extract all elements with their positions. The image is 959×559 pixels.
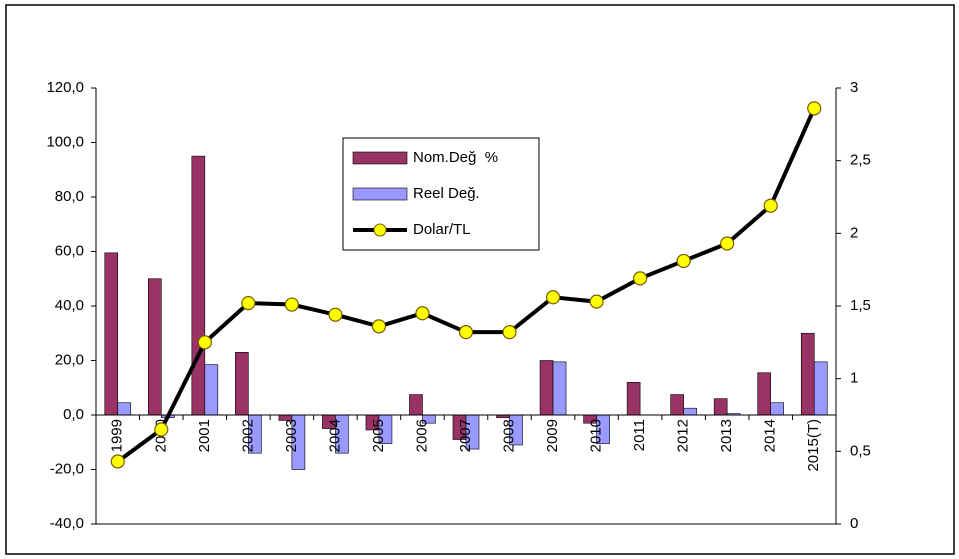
y-tick-label: 60,0 xyxy=(55,242,84,259)
bar xyxy=(147,278,162,416)
marker xyxy=(241,295,256,311)
marker xyxy=(589,294,604,309)
y-tick-label: 20,0 xyxy=(55,351,84,368)
y2-tick-label: 1 xyxy=(850,370,858,387)
x-tick-label: 2011 xyxy=(631,419,648,451)
y-tick-label: 0,0 xyxy=(63,406,84,423)
legend-swatch xyxy=(352,151,408,165)
x-tick-label: 2006 xyxy=(413,419,430,452)
bar xyxy=(191,155,206,416)
legend-label: Dolar/TL xyxy=(413,221,471,238)
bar xyxy=(539,360,554,416)
bar xyxy=(757,372,772,416)
marker xyxy=(633,271,648,286)
x-tick-label: 2009 xyxy=(544,419,561,452)
bar xyxy=(104,252,119,416)
marker xyxy=(197,335,212,350)
marker xyxy=(371,319,387,334)
marker xyxy=(328,307,343,322)
bar xyxy=(770,402,785,416)
x-tick-label: 2012 xyxy=(675,419,692,452)
marker xyxy=(676,253,691,269)
marker xyxy=(502,325,517,340)
y-tick-label: -40,0 xyxy=(50,515,84,532)
y-tick-label: 100,0 xyxy=(46,133,84,150)
x-tick-label: 2013 xyxy=(718,419,735,452)
legend-label: Reel Değ. xyxy=(413,185,480,202)
x-tick-label: 2014 xyxy=(762,419,779,452)
bar xyxy=(626,381,641,416)
marker xyxy=(284,297,299,312)
y2-tick-label: 3 xyxy=(850,79,858,96)
x-tick-label: 2008 xyxy=(500,419,517,452)
x-tick-label: 2004 xyxy=(326,419,343,452)
x-tick-label: 2003 xyxy=(283,419,300,452)
bar xyxy=(204,364,219,416)
bar xyxy=(235,352,249,416)
y-tick-label: 120,0 xyxy=(46,79,84,96)
y-tick-label: 80,0 xyxy=(55,188,84,205)
marker xyxy=(720,236,735,251)
marker xyxy=(458,325,474,340)
chart-frame xyxy=(5,4,955,555)
y2-tick-label: 2,5 xyxy=(850,152,871,169)
y-tick-label: -20,0 xyxy=(50,460,84,477)
y2-tick-label: 1,5 xyxy=(850,297,871,314)
marker xyxy=(415,306,430,321)
x-tick-label: 1999 xyxy=(109,419,126,452)
marker xyxy=(807,101,822,116)
x-tick-label: 2007 xyxy=(457,419,474,452)
marker xyxy=(110,454,125,469)
y2-tick-label: 0 xyxy=(850,515,858,532)
bar xyxy=(683,407,697,416)
y2-tick-label: 2 xyxy=(850,224,858,241)
legend-label: Nom.Değ % xyxy=(413,149,498,166)
marker xyxy=(545,290,561,305)
bar xyxy=(409,394,423,416)
y-tick-label: 40,0 xyxy=(55,297,84,314)
legend-marker xyxy=(373,223,387,237)
bar xyxy=(117,402,132,416)
bar xyxy=(813,361,828,416)
x-tick-label: 2001 xyxy=(196,419,213,452)
bar xyxy=(670,394,684,416)
x-tick-label: 2015(T) xyxy=(805,419,822,472)
x-tick-label: 2005 xyxy=(370,419,387,452)
y2-tick-label: 0,5 xyxy=(850,442,871,459)
bar xyxy=(800,332,815,416)
bar xyxy=(552,361,567,416)
x-tick-label: 2010 xyxy=(588,419,605,452)
marker xyxy=(154,422,169,437)
x-tick-label: 2002 xyxy=(239,419,256,452)
bar xyxy=(713,398,728,416)
marker xyxy=(763,198,778,213)
legend-swatch xyxy=(352,187,408,201)
